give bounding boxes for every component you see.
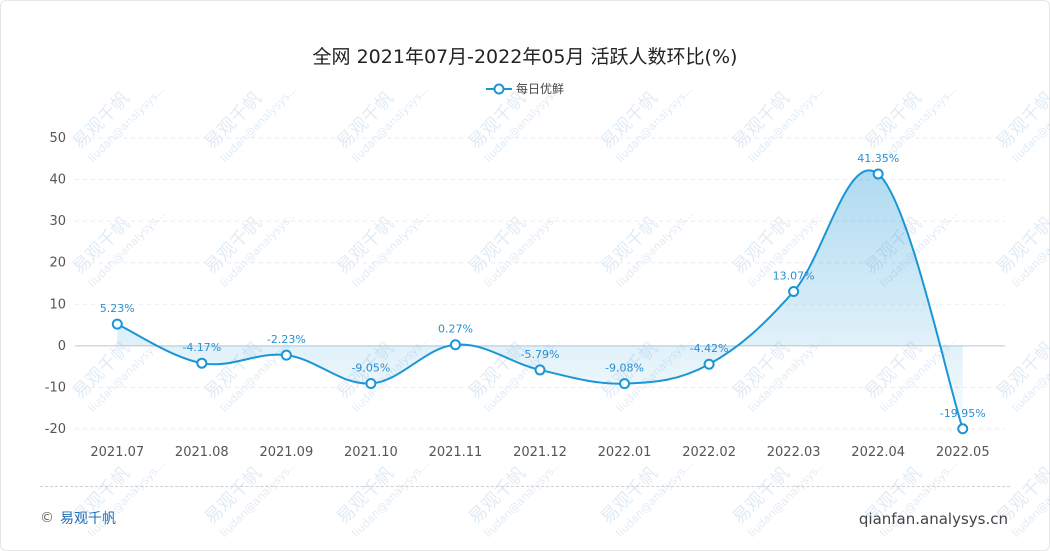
y-tick-label: 30 [49,214,66,229]
data-labels: 5.23% -4.17% -2.23% -9.05% 0.27% -5.79% -9.08%… [100,152,986,420]
y-tick-label: 40 [49,173,66,188]
watermark-tile: 易观千帆liudan@analysys... [861,83,960,165]
watermark-tile: 易观千帆liudan@analysys... [201,83,300,165]
data-points [111,168,969,435]
chart-title: 全网 2021年07月-2022年05月 活跃人数环比(%) [312,46,738,68]
data-label: -19.95% [940,407,986,420]
brand-name: 易观千帆 [60,511,116,527]
legend[interactable]: 每日优鲜 [0,80,1050,97]
data-label: 5.23% [100,302,135,315]
x-tick-label: 2021.08 [175,445,229,460]
data-point[interactable] [703,358,715,370]
watermark-tile: 易观千帆liudan@analysys... [597,208,696,290]
series-line [116,169,964,430]
data-label: -4.42% [690,342,729,355]
y-tick-label: 20 [49,256,66,271]
x-tick-label: 2021.09 [259,445,313,460]
watermark-tile: 易观千帆liudan@analysys... [69,208,168,290]
x-axis: 2021.07 2021.08 2021.09 2021.10 2021.11 2021.… [90,445,989,460]
y-axis: 50 40 30 20 10 0 -10 -20 [45,131,66,437]
copyright-icon: © [40,510,54,526]
data-label: -4.17% [182,341,221,354]
x-tick-label: 2021.10 [344,445,398,460]
data-label: -5.79% [521,348,560,361]
data-point[interactable] [111,318,123,330]
data-label: 0.27% [438,323,473,336]
data-point[interactable] [280,349,292,361]
legend-label: 每日优鲜 [515,82,564,96]
footer-divider [40,486,1010,487]
footer-brand: © 易观千帆 [40,508,116,528]
data-label: 13.07% [773,270,815,283]
watermark-tile: 易观千帆liudan@analysys... [597,83,696,165]
watermark-tile: 易观千帆liudan@analysys... [465,208,564,290]
watermark-tile: 易观千帆liudan@analysys... [465,83,564,165]
data-point[interactable] [872,168,884,180]
series-area [117,170,963,429]
watermark-tile: 易观千帆liudan@analysys... [333,208,432,290]
data-point[interactable] [449,339,461,351]
watermark-tile: 易观千帆liudan@analysys... [729,83,828,165]
x-tick-label: 2022.04 [851,445,905,460]
watermark-tile: 易观千帆liudan@analysys... [69,83,168,165]
legend-line-icon [485,83,512,94]
footer-site: qianfan.analysys.cn [858,510,1008,528]
data-label: -9.08% [605,362,644,375]
x-tick-label: 2022.01 [598,445,652,460]
watermark-tile: 易观千帆liudan@analysys... [333,83,432,165]
y-tick-label: 50 [49,131,66,146]
y-tick-label: -20 [45,422,66,437]
x-tick-label: 2021.07 [90,445,144,460]
data-point[interactable] [957,423,969,435]
x-tick-label: 2022.05 [936,445,990,460]
data-label: 41.35% [857,152,899,165]
x-tick-label: 2021.11 [429,445,483,460]
x-tick-label: 2022.02 [682,445,736,460]
data-point[interactable] [534,364,546,376]
y-tick-label: 10 [49,297,66,312]
watermark-tile: 易观千帆liudan@analysys... [993,333,1050,415]
data-point[interactable] [619,378,631,390]
data-label: -9.05% [351,361,390,374]
data-label: -2.23% [267,333,306,346]
data-point[interactable] [788,286,800,298]
x-tick-label: 2022.03 [767,445,821,460]
watermark-tile: 易观千帆liudan@analysys... [201,208,300,290]
y-tick-label: 0 [58,339,66,354]
data-point[interactable] [365,377,377,389]
y-tick-label: -10 [45,380,66,395]
data-point[interactable] [196,357,208,369]
watermark-tile: 易观千帆liudan@analysys... [993,83,1050,165]
x-tick-label: 2021.12 [513,445,567,460]
watermark-tile: 易观千帆liudan@analysys... [993,208,1050,290]
